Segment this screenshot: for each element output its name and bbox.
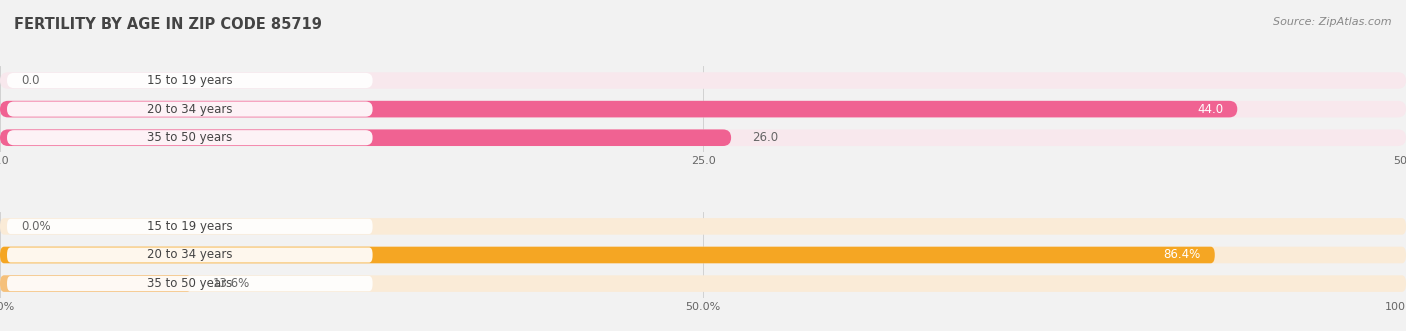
FancyBboxPatch shape <box>0 275 191 292</box>
Text: 35 to 50 years: 35 to 50 years <box>148 131 232 144</box>
FancyBboxPatch shape <box>0 101 1237 118</box>
Text: 86.4%: 86.4% <box>1164 249 1201 261</box>
Text: 20 to 34 years: 20 to 34 years <box>148 249 232 261</box>
Text: Source: ZipAtlas.com: Source: ZipAtlas.com <box>1274 17 1392 26</box>
FancyBboxPatch shape <box>0 218 1406 235</box>
FancyBboxPatch shape <box>0 101 1406 118</box>
Text: 0.0%: 0.0% <box>21 220 51 233</box>
Text: 13.6%: 13.6% <box>212 277 249 290</box>
Text: FERTILITY BY AGE IN ZIP CODE 85719: FERTILITY BY AGE IN ZIP CODE 85719 <box>14 17 322 31</box>
FancyBboxPatch shape <box>0 275 1406 292</box>
Text: 15 to 19 years: 15 to 19 years <box>148 74 232 87</box>
Text: 44.0: 44.0 <box>1197 103 1223 116</box>
Text: 35 to 50 years: 35 to 50 years <box>148 277 232 290</box>
FancyBboxPatch shape <box>7 219 373 234</box>
FancyBboxPatch shape <box>7 247 373 262</box>
FancyBboxPatch shape <box>0 247 1406 263</box>
FancyBboxPatch shape <box>0 247 1215 263</box>
FancyBboxPatch shape <box>7 102 373 117</box>
Text: 26.0: 26.0 <box>752 131 779 144</box>
Text: 0.0: 0.0 <box>21 74 39 87</box>
FancyBboxPatch shape <box>7 130 373 145</box>
FancyBboxPatch shape <box>7 276 373 291</box>
FancyBboxPatch shape <box>0 129 1406 146</box>
FancyBboxPatch shape <box>0 72 1406 89</box>
Text: 20 to 34 years: 20 to 34 years <box>148 103 232 116</box>
FancyBboxPatch shape <box>0 129 731 146</box>
FancyBboxPatch shape <box>7 73 373 88</box>
Text: 15 to 19 years: 15 to 19 years <box>148 220 232 233</box>
